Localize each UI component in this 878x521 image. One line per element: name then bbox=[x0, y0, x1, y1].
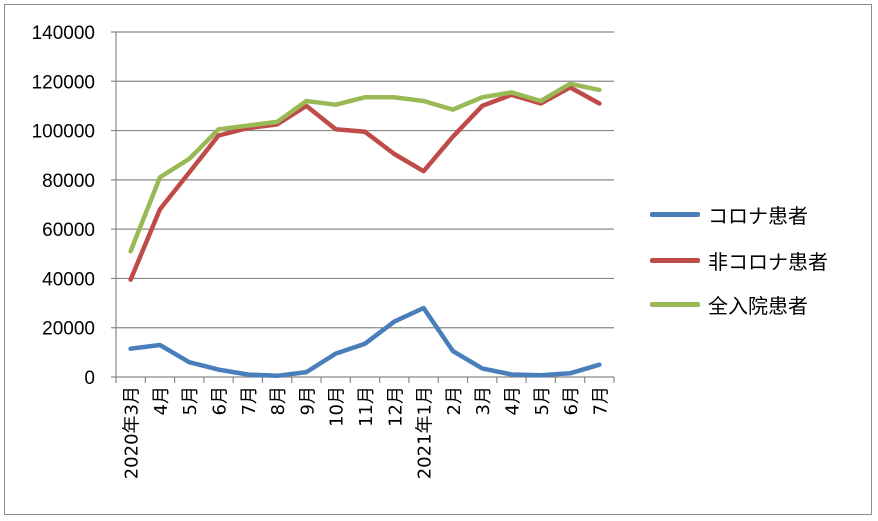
y-tick-label: 120000 bbox=[32, 72, 95, 93]
x-tick-label: 4月 bbox=[151, 386, 172, 415]
x-tick-label: 8月 bbox=[268, 386, 289, 415]
x-tick-label: 6月 bbox=[210, 386, 231, 415]
y-tick-label: 140000 bbox=[32, 23, 95, 44]
x-tick-label: 10月 bbox=[327, 386, 348, 427]
legend-swatch bbox=[650, 257, 700, 263]
y-tick-label: 60000 bbox=[42, 220, 95, 241]
legend-item: 非コロナ患者 bbox=[650, 248, 828, 274]
legend-label: 全入院患者 bbox=[708, 293, 808, 318]
x-tick-label: 4月 bbox=[502, 386, 523, 415]
x-tick-label: 3月 bbox=[473, 386, 494, 415]
legend-item: 全入院患者 bbox=[650, 292, 808, 318]
y-tick-label: 0 bbox=[84, 368, 95, 389]
series-line-3 bbox=[128, 81, 602, 254]
x-tick-label: 9月 bbox=[297, 386, 318, 415]
y-tick-label: 80000 bbox=[42, 171, 95, 192]
x-tick-label: 2021年1月 bbox=[415, 386, 436, 479]
y-tick-label: 40000 bbox=[42, 269, 95, 290]
x-tick-label: 5月 bbox=[180, 386, 201, 415]
x-tick-label: 11月 bbox=[356, 386, 377, 427]
x-tick-label: 12月 bbox=[385, 386, 406, 427]
x-tick-label: 6月 bbox=[561, 386, 582, 415]
y-tick-label: 100000 bbox=[32, 122, 95, 143]
x-tick-label: 2020年3月 bbox=[122, 386, 143, 479]
x-tick-label: 7月 bbox=[239, 386, 260, 415]
x-tick-label: 5月 bbox=[532, 386, 553, 415]
legend-swatch bbox=[650, 211, 700, 217]
y-tick-label: 20000 bbox=[42, 319, 95, 340]
series-line-1 bbox=[128, 305, 602, 379]
legend-label: 非コロナ患者 bbox=[708, 249, 828, 274]
legend-label: コロナ患者 bbox=[708, 203, 808, 228]
x-tick-label: 7月 bbox=[590, 386, 611, 415]
series-line-2 bbox=[128, 85, 602, 282]
legend-item: コロナ患者 bbox=[650, 202, 808, 228]
x-tick-label: 2月 bbox=[444, 386, 465, 415]
chart-frame bbox=[4, 4, 872, 515]
legend-swatch bbox=[650, 301, 700, 307]
